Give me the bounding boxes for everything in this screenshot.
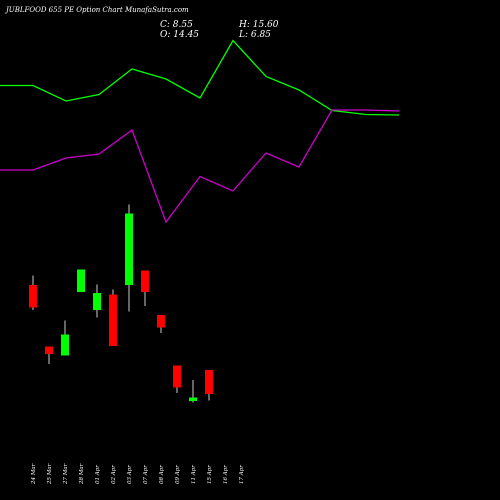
candle bbox=[61, 320, 69, 356]
candle bbox=[29, 275, 37, 310]
magenta-line bbox=[0, 109, 400, 224]
chart-title: JUBLFOOD 655 PE Option Chart MunafaSutra… bbox=[4, 6, 189, 14]
candle-body bbox=[157, 315, 165, 328]
candle bbox=[77, 269, 85, 292]
x-tick-label: 02 Apr bbox=[111, 465, 117, 484]
x-axis-ticks: 24 Mar 25 Mar 27 Mar 28 Mar 01 Apr 02 Apr 03 A… bbox=[31, 463, 245, 485]
x-tick-label: 11 Apr bbox=[191, 465, 197, 484]
x-tick-label: 08 Apr bbox=[159, 465, 165, 484]
x-tick-label: 03 Apr bbox=[127, 465, 133, 484]
candle-body bbox=[173, 365, 181, 388]
candle-body bbox=[109, 294, 117, 346]
indicator-lines bbox=[0, 39, 400, 224]
candle bbox=[141, 270, 149, 306]
x-tick-label: 25 Mar bbox=[47, 463, 53, 485]
candle-body bbox=[189, 397, 197, 401]
x-tick-label: 24 Mar bbox=[31, 463, 37, 485]
candle bbox=[157, 315, 165, 333]
candle-body bbox=[45, 346, 53, 354]
x-tick-label: 15 Apr bbox=[207, 465, 213, 484]
x-tick-label: 16 Apr bbox=[223, 465, 229, 484]
x-tick-label: 28 Mar bbox=[79, 463, 85, 485]
candle-body bbox=[29, 285, 37, 308]
x-tick-label: 09 Apr bbox=[175, 465, 181, 484]
open-value: O: 14.45 bbox=[160, 30, 199, 40]
candle bbox=[93, 284, 101, 318]
candle-body bbox=[77, 269, 85, 292]
x-tick-label: 27 Mar bbox=[63, 463, 69, 485]
candle bbox=[205, 370, 213, 401]
candle-body bbox=[61, 334, 69, 356]
candle bbox=[125, 204, 133, 312]
candle-body bbox=[141, 270, 149, 292]
x-tick-label: 17 Apr bbox=[239, 465, 245, 484]
high-value: H: 15.60 bbox=[238, 20, 279, 30]
candles bbox=[29, 204, 213, 403]
candle-body bbox=[125, 213, 133, 285]
candle-body bbox=[205, 370, 213, 394]
low-value: L: 6.85 bbox=[238, 30, 271, 40]
close-value: C: 8.55 bbox=[160, 20, 193, 30]
candle bbox=[189, 380, 197, 403]
candle bbox=[109, 289, 117, 346]
x-tick-label: 01 Apr bbox=[95, 465, 101, 484]
candle bbox=[45, 346, 53, 364]
candle-body bbox=[93, 293, 101, 310]
x-tick-label: 07 Apr bbox=[143, 465, 149, 484]
candle bbox=[173, 365, 181, 393]
